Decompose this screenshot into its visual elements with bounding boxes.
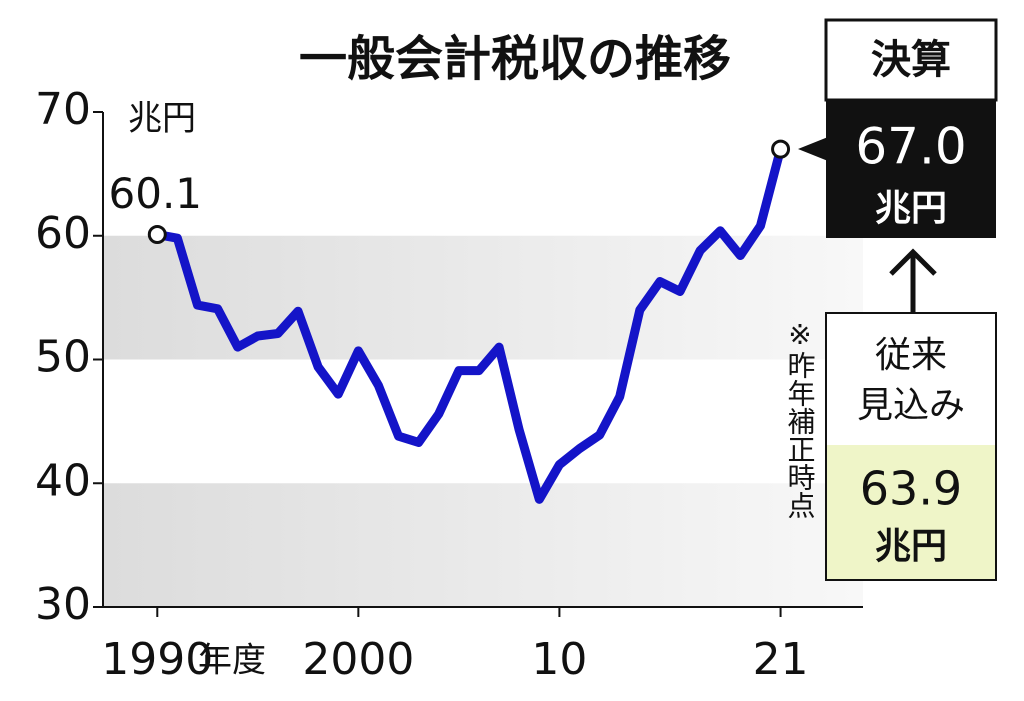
data-label: 60.1 <box>109 169 203 218</box>
note: ※昨年補正時点 <box>784 318 817 519</box>
y-tick-label: 50 <box>35 332 91 383</box>
y-tick-label: 30 <box>35 579 91 630</box>
forecast-value: 63.9 <box>860 462 962 516</box>
x-unit: 年度 <box>198 641 266 681</box>
x-tick-label: 2000 <box>302 634 414 685</box>
x-tick-label: 21 <box>753 634 809 685</box>
y-tick-label: 60 <box>35 208 91 259</box>
forecast-value-box <box>827 445 995 579</box>
final-title: 決算 <box>871 37 951 83</box>
x-tick-label: 1990 <box>101 634 213 685</box>
final-title-box <box>824 18 998 102</box>
forecast-title: 見込み <box>857 385 965 426</box>
arrow-head <box>889 248 937 276</box>
final-value: 67.0 <box>855 118 966 176</box>
band <box>103 483 863 607</box>
x-tick-label: 10 <box>531 634 587 685</box>
point-marker <box>147 225 167 245</box>
forecast-title: 従来 <box>875 335 947 376</box>
chart-title: 一般会計税収の推移 <box>299 31 731 87</box>
y-tick-label: 70 <box>35 84 91 135</box>
data-line <box>156 147 785 504</box>
forecast-unit: 兆円 <box>875 526 947 567</box>
pointer <box>798 137 828 161</box>
y-tick-label: 40 <box>35 455 91 506</box>
y-unit: 兆円 <box>128 99 196 139</box>
band <box>103 235 863 360</box>
final-unit: 兆円 <box>875 188 947 229</box>
point-marker <box>771 139 791 159</box>
final-value-box <box>826 100 996 238</box>
bands <box>103 235 863 607</box>
